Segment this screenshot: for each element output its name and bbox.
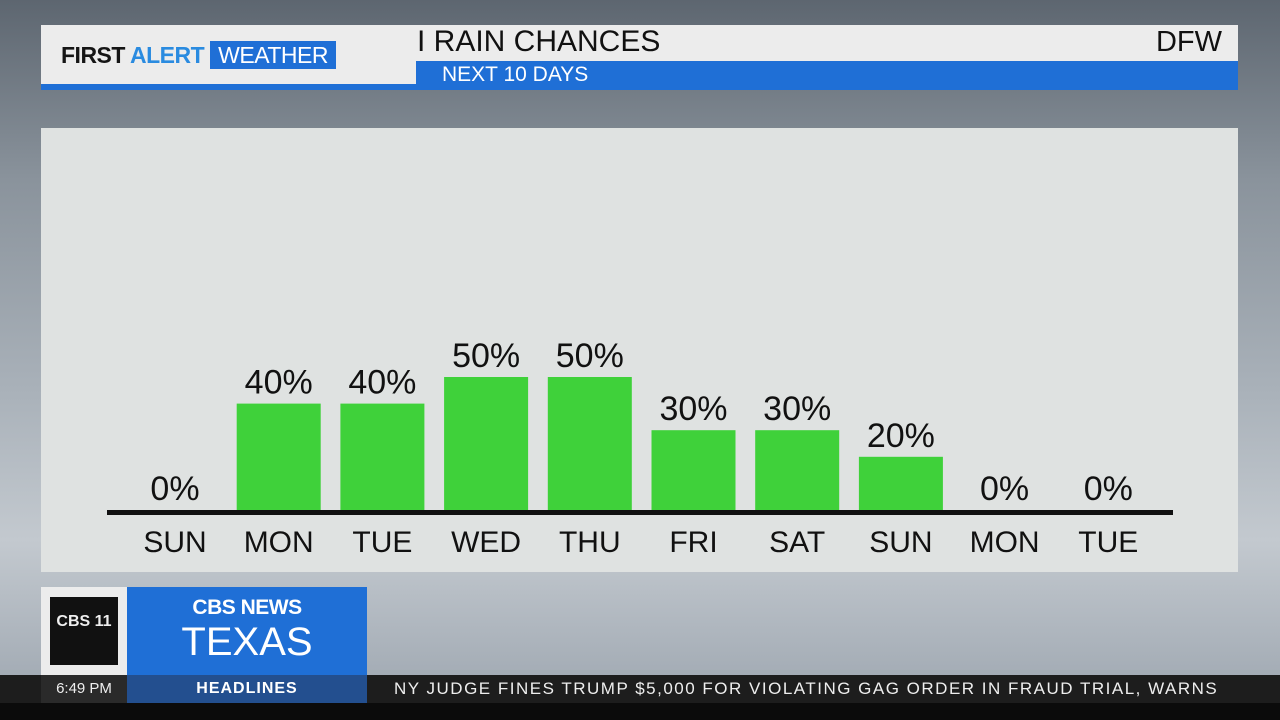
network-name: CBS NEWS: [192, 596, 302, 619]
day-label: TUE: [1078, 526, 1138, 559]
bottom-bar: [0, 703, 1280, 720]
day-label: SAT: [769, 526, 825, 559]
bar: [340, 403, 425, 510]
brand-alert: ALERT: [130, 42, 205, 68]
ticker-section: HEADLINES: [127, 675, 367, 703]
x-axis-baseline: [107, 510, 1173, 515]
bar: [858, 456, 943, 510]
day-label: FRI: [669, 526, 717, 559]
value-label: 0%: [1084, 470, 1133, 508]
clock: 6:49 PM: [41, 675, 127, 703]
station-logo: CBS 11: [50, 597, 118, 665]
value-label: 50%: [452, 337, 520, 375]
header-bar: FIRST ALERT WEATHER I RAIN CHANCES DFW NE…: [41, 25, 1238, 90]
first-alert-weather-logo: FIRST ALERT WEATHER: [61, 41, 336, 69]
brand-first: FIRST: [61, 42, 125, 68]
header-strip: [41, 84, 1238, 90]
bar: [755, 430, 840, 510]
value-label: 40%: [348, 364, 416, 402]
bar: [444, 377, 529, 510]
value-label: 0%: [980, 470, 1029, 508]
day-label: SUN: [869, 526, 932, 559]
day-label: SUN: [143, 526, 206, 559]
chart-panel: 0% SUN 40% MON 40% TUE 50% WED 50% THU 30% FRI 30% SA…: [41, 128, 1238, 572]
bar: [547, 377, 632, 510]
value-label: 50%: [556, 337, 624, 375]
cbs11-logo: CBS 11: [41, 587, 127, 675]
value-label: 30%: [763, 390, 831, 428]
location-label: DFW: [1155, 26, 1222, 58]
day-label: MON: [970, 526, 1040, 559]
cbs-news-texas-logo: CBS NEWS TEXAS: [127, 587, 367, 675]
value-label: 30%: [659, 390, 727, 428]
value-label: 20%: [867, 417, 935, 455]
day-label: MON: [244, 526, 314, 559]
rain-chance-chart: 0% SUN 40% MON 40% TUE 50% WED 50% THU 30% FRI 30% SA…: [107, 337, 1173, 559]
ticker-headline: NY JUDGE FINES TRUMP $5,000 FOR VIOLATIN…: [394, 679, 1219, 698]
region-name: TEXAS: [181, 620, 313, 664]
page-title: I RAIN CHANCES: [417, 25, 661, 58]
day-label: THU: [559, 526, 621, 559]
value-label: 40%: [245, 364, 313, 402]
bar: [651, 430, 736, 510]
day-label: WED: [451, 526, 521, 559]
day-label: TUE: [352, 526, 412, 559]
bar: [236, 403, 321, 510]
value-label: 0%: [150, 470, 199, 508]
brand-weather: WEATHER: [210, 41, 336, 69]
